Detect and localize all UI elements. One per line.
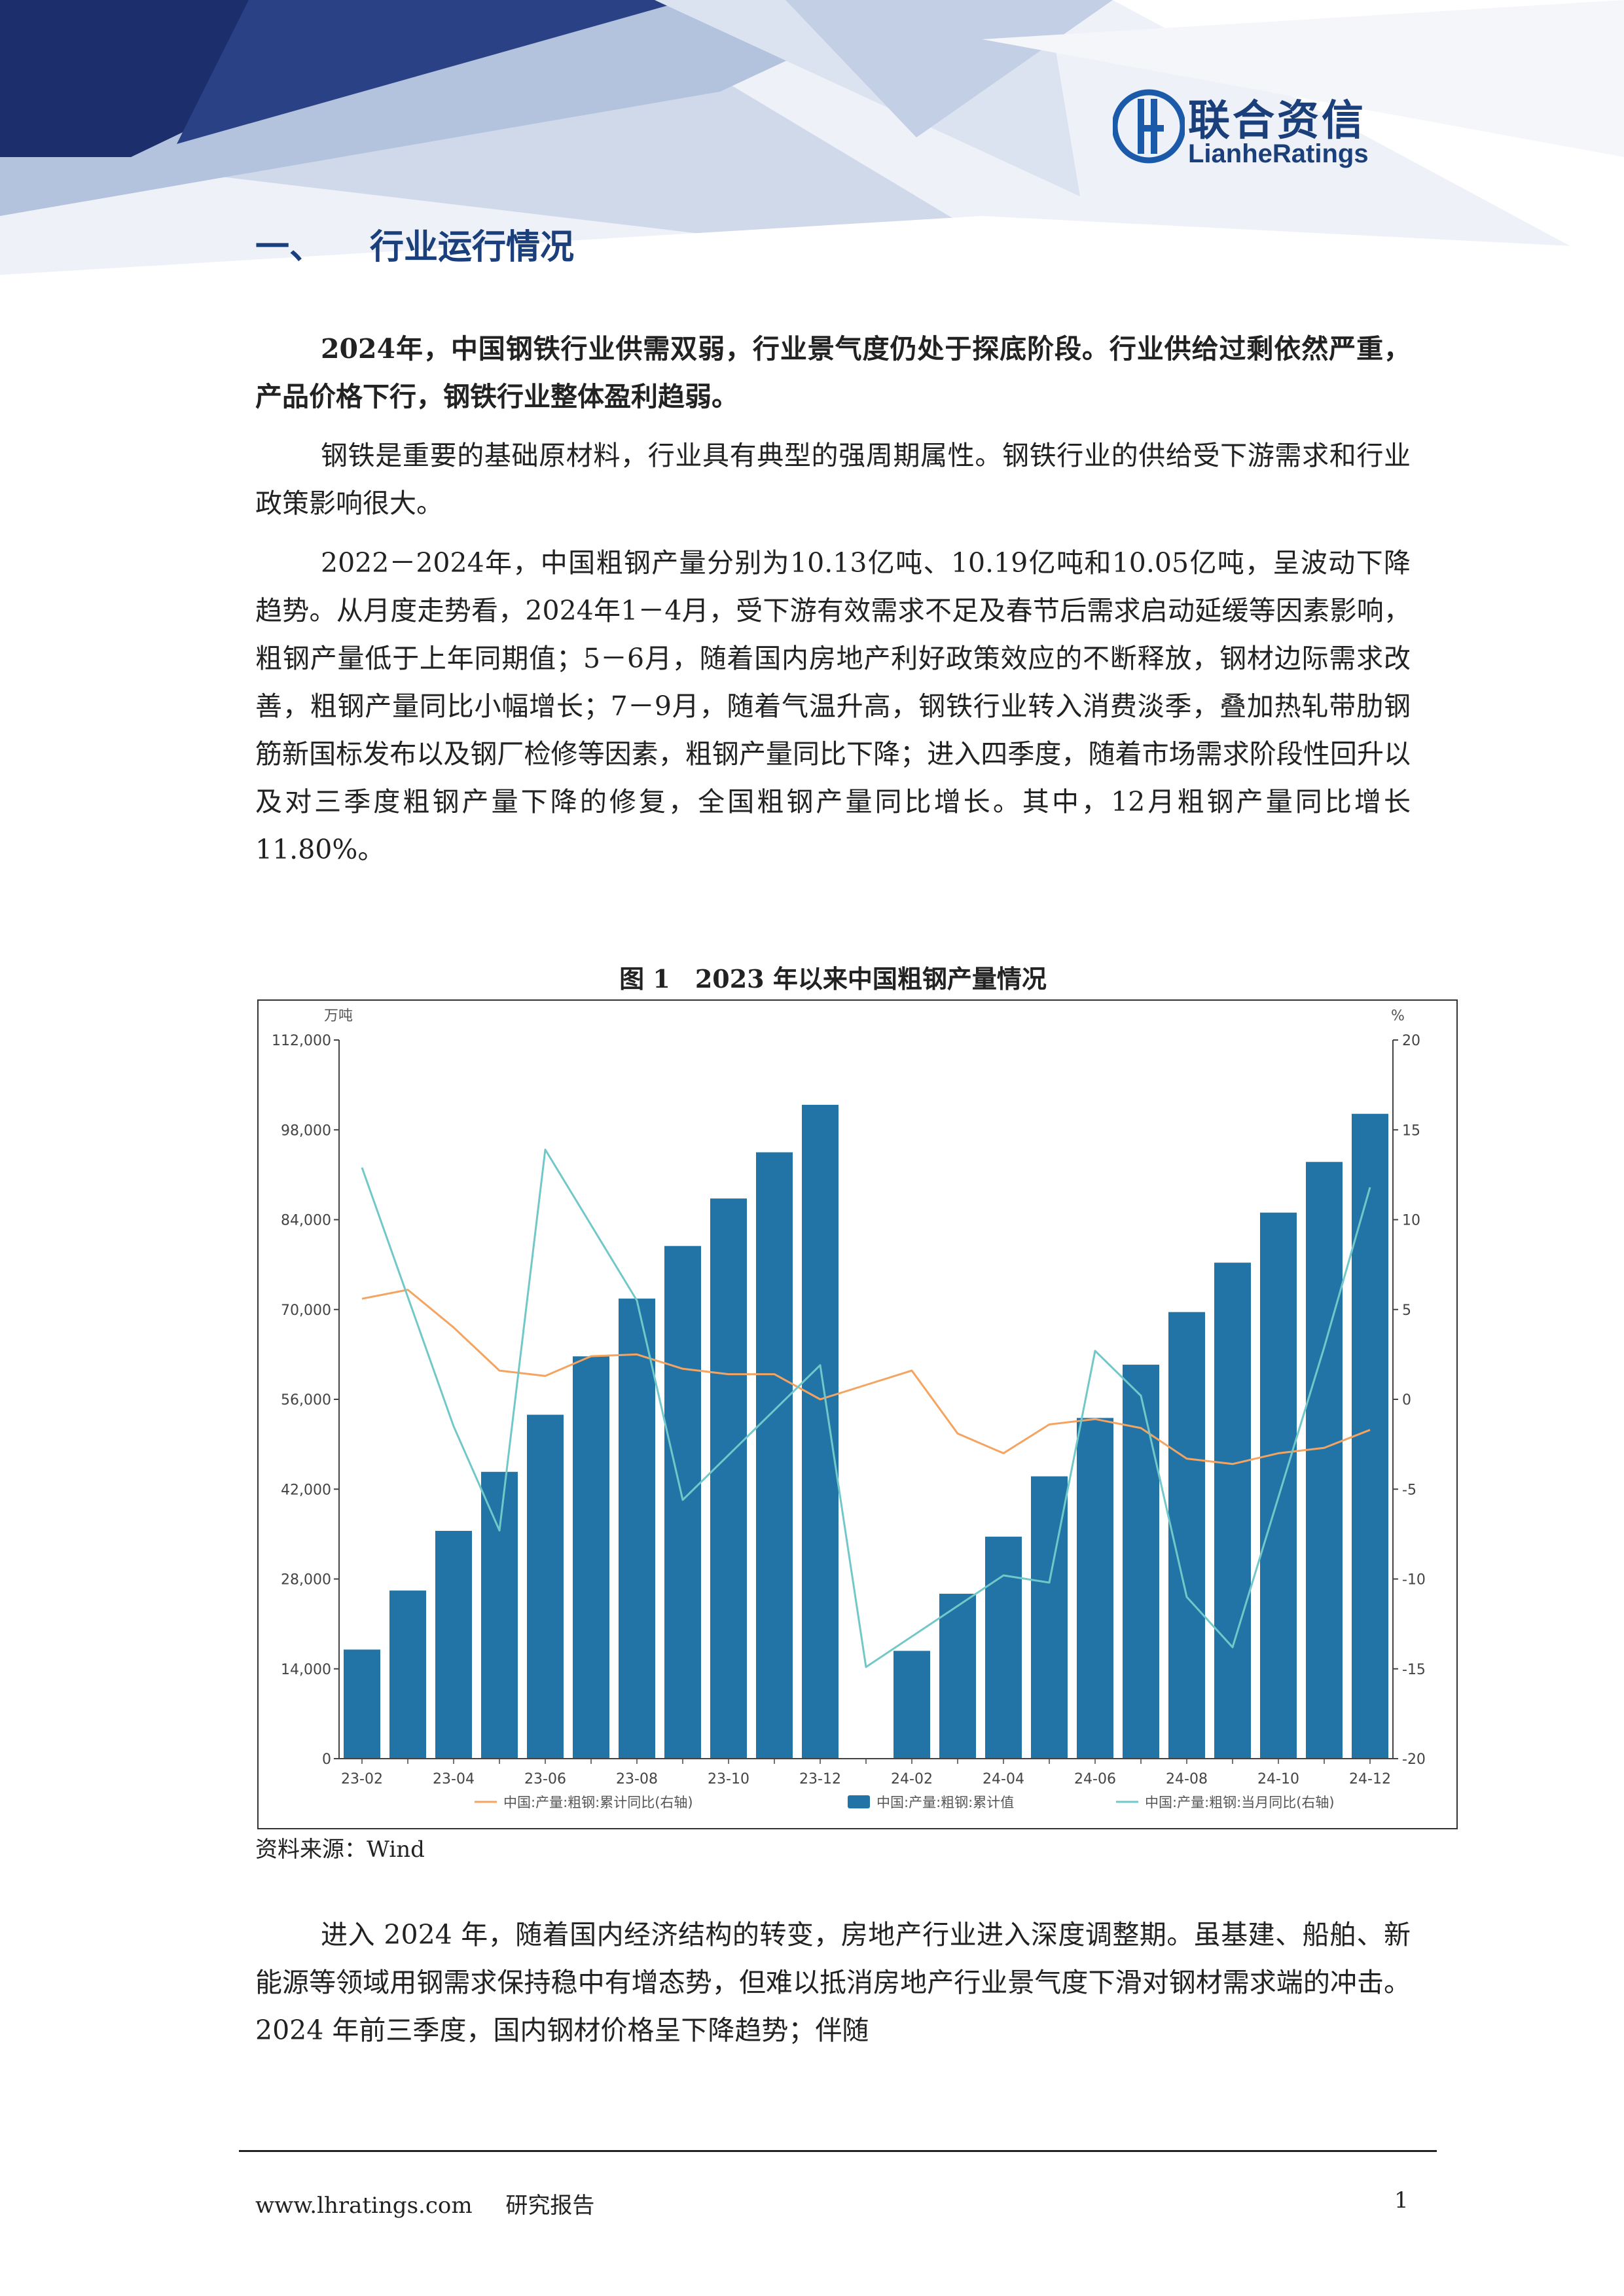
left-tick-label: 112,000: [272, 1033, 331, 1049]
x-tick-label: 24-04: [983, 1771, 1024, 1787]
bar-cumulative-23-11: [756, 1152, 793, 1759]
chart-legend: 中国:产量:粗钢:累计同比(右轴) 中国:产量:粗钢:累计值 中国:产量:粗钢:当月…: [475, 1795, 1335, 1810]
bar-cumulative-24-08: [1168, 1312, 1205, 1759]
left-tick-label: 42,000: [281, 1482, 331, 1498]
left-tick-label: 14,000: [281, 1662, 331, 1678]
left-tick-label: 70,000: [281, 1302, 331, 1319]
x-tick-label: 23-04: [433, 1771, 475, 1787]
x-tick-label: 23-10: [708, 1771, 749, 1787]
bar-cumulative-23-03: [389, 1590, 426, 1759]
bar-cumulative-24-06: [1077, 1418, 1113, 1759]
bar-cumulative-24-03: [939, 1594, 976, 1759]
bar-cumulative-23-10: [710, 1198, 747, 1759]
x-tick-label: 23-08: [616, 1771, 658, 1787]
line-monthly-yoy: [361, 1148, 1371, 1668]
right-axis-unit: %: [1391, 1008, 1405, 1024]
right-tick-label: 10: [1402, 1213, 1420, 1229]
right-tick-label: -5: [1402, 1482, 1416, 1498]
figure-source: 资料来源：Wind: [255, 1837, 425, 1863]
left-tick-label: 28,000: [281, 1572, 331, 1588]
page-number: 1: [1394, 2187, 1409, 2214]
left-tick-label: 0: [322, 1751, 331, 1768]
paragraph-production: 2022－2024年，中国粗钢产量分别为10.13亿吨、10.19亿吨和10.0…: [255, 547, 1411, 865]
bar-cumulative-23-02: [344, 1649, 380, 1759]
left-tick-label: 98,000: [281, 1122, 331, 1139]
legend-label: 中国:产量:粗钢:累计值: [876, 1795, 1014, 1810]
right-tick-label: 5: [1402, 1302, 1411, 1319]
x-tick-label: 24-08: [1166, 1771, 1208, 1787]
right-tick-label: -20: [1402, 1751, 1426, 1768]
right-tick-label: 20: [1402, 1033, 1420, 1049]
bar-cumulative-23-06: [527, 1414, 564, 1759]
section-title: 行业运行情况: [370, 228, 575, 267]
section-heading: 一、 行业运行情况: [255, 219, 574, 268]
logo-chinese-name: 联合资信: [1188, 97, 1366, 145]
left-tick-label: 56,000: [281, 1392, 331, 1408]
bar-cumulative-23-05: [481, 1471, 518, 1759]
x-tick-label: 23-06: [524, 1771, 566, 1787]
lianhe-logo-icon: [1113, 89, 1185, 164]
right-tick-label: 15: [1402, 1122, 1420, 1139]
bar-cumulative-24-09: [1214, 1263, 1251, 1759]
line-cumulative-yoy: [361, 1289, 1371, 1465]
x-tick-label: 23-02: [341, 1771, 383, 1787]
x-tick-label: 24-12: [1349, 1771, 1391, 1787]
chart-frame: 万吨 % 0 14,000 28,000 42,000 56,000 70,000 84,0…: [257, 999, 1458, 1829]
figure-caption: 图 1 2023 年以来中国粗钢产量情况: [619, 964, 1047, 994]
bar-cumulative-24-04: [985, 1536, 1022, 1759]
header-banner: [0, 0, 1624, 275]
bar-cumulative-23-04: [435, 1530, 472, 1759]
legend-swatch-bar: [848, 1795, 870, 1808]
bar-cumulative-24-10: [1260, 1212, 1297, 1759]
paragraph-demand: 进入 2024 年，随着国内经济结构的转变，房地产行业进入深度调整期。虽基建、船…: [255, 1919, 1411, 2046]
x-tick-label: 23-12: [799, 1771, 841, 1787]
x-tick-label: 24-06: [1074, 1771, 1116, 1787]
bar-cumulative-24-12: [1352, 1113, 1388, 1759]
steel-output-chart: 万吨 % 0 14,000 28,000 42,000 56,000 70,000 84,0…: [272, 1008, 1426, 1810]
x-tick-label: 24-10: [1257, 1771, 1299, 1787]
footer-divider: [239, 2150, 1437, 2152]
right-tick-label: -10: [1402, 1572, 1426, 1588]
bar-cumulative-24-11: [1306, 1162, 1343, 1759]
legend-label: 中国:产量:粗钢:累计同比(右轴): [503, 1795, 693, 1810]
section-number: 一、: [255, 228, 324, 267]
right-tick-label: 0: [1402, 1392, 1411, 1408]
paragraph-summary: 2024年，中国钢铁行业供需双弱，行业景气度仍处于探底阶段。行业供给过剩依然严重…: [255, 333, 1411, 412]
bar-cumulative-23-12: [802, 1105, 839, 1759]
right-tick-label: -15: [1402, 1662, 1426, 1678]
left-tick-label: 84,000: [281, 1213, 331, 1229]
paragraph-intro: 钢铁是重要的基础原材料，行业具有典型的强周期属性。钢铁行业的供给受下游需求和行业…: [255, 440, 1411, 519]
bar-cumulative-24-07: [1123, 1365, 1159, 1759]
logo-english-name: LianheRatings: [1188, 139, 1369, 168]
footer-info: www.lhratings.com 研究报告: [255, 2187, 621, 2219]
bar-cumulative-23-08: [619, 1299, 655, 1759]
bar-cumulative-24-02: [893, 1651, 930, 1759]
footer-report-type: 研究报告: [505, 2193, 595, 2219]
bar-cumulative-23-07: [573, 1356, 609, 1759]
lianhe-logo: 联合资信 LianheRatings: [1113, 82, 1427, 173]
footer-website: www.lhratings.com: [255, 2193, 473, 2219]
left-axis-unit: 万吨: [324, 1008, 353, 1024]
bar-cumulative-23-09: [664, 1246, 701, 1759]
legend-label: 中国:产量:粗钢:当月同比(右轴): [1145, 1795, 1335, 1810]
x-tick-label: 24-02: [891, 1771, 933, 1787]
